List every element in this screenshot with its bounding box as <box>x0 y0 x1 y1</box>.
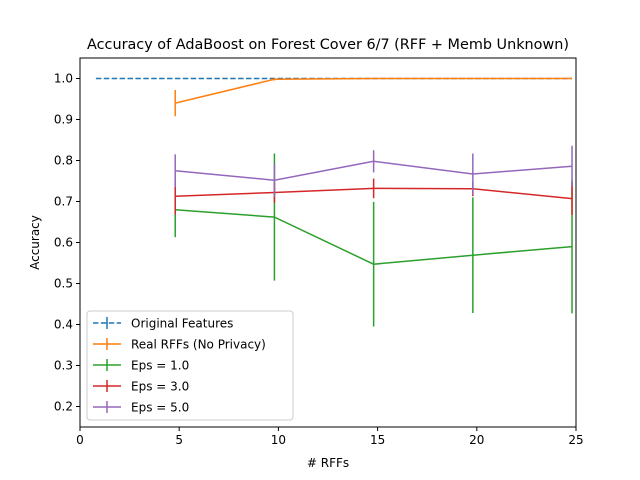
chart-title: Accuracy of AdaBoost on Forest Cover 6/7… <box>87 37 569 53</box>
legend: Original Features Real RFFs (No Privacy) E… <box>86 310 294 421</box>
x-tick-label: 10 <box>271 433 286 447</box>
y-axis-label: Accuracy <box>28 215 42 270</box>
y-tick-label: 0.4 <box>54 318 73 332</box>
x-tick-label: 15 <box>370 433 385 447</box>
y-tick-label: 0.3 <box>54 359 73 373</box>
y-tick-label: 0.2 <box>54 400 73 414</box>
legend-frame <box>86 310 294 421</box>
legend-label: Eps = 5.0 <box>131 401 189 415</box>
y-tick-label: 1.0 <box>54 72 73 86</box>
x-tick-label: 20 <box>469 433 484 447</box>
y-tick-label: 0.7 <box>54 195 73 209</box>
y-tick-label: 0.5 <box>54 277 73 291</box>
plot-area <box>95 77 573 327</box>
x-tick-label: 25 <box>568 433 583 447</box>
legend-label: Eps = 3.0 <box>131 380 189 394</box>
y-tick-label: 0.6 <box>54 236 73 250</box>
y-tick-label: 0.8 <box>54 154 73 168</box>
y-axis: 0.2 0.3 0.4 0.5 0.6 0.7 0.8 0.9 1.0 <box>54 72 80 414</box>
legend-label: Original Features <box>131 317 233 331</box>
series-4 <box>174 145 573 197</box>
legend-label: Real RFFs (No Privacy) <box>131 338 266 352</box>
x-axis: 0 5 10 15 20 25 <box>76 427 584 447</box>
x-tick-label: 5 <box>175 433 183 447</box>
y-tick-label: 0.9 <box>54 113 73 127</box>
x-tick-label: 0 <box>76 433 84 447</box>
x-axis-label: # RFFs <box>307 456 349 470</box>
legend-label: Eps = 1.0 <box>131 359 189 373</box>
series-line <box>175 77 572 104</box>
series-1 <box>174 77 572 117</box>
